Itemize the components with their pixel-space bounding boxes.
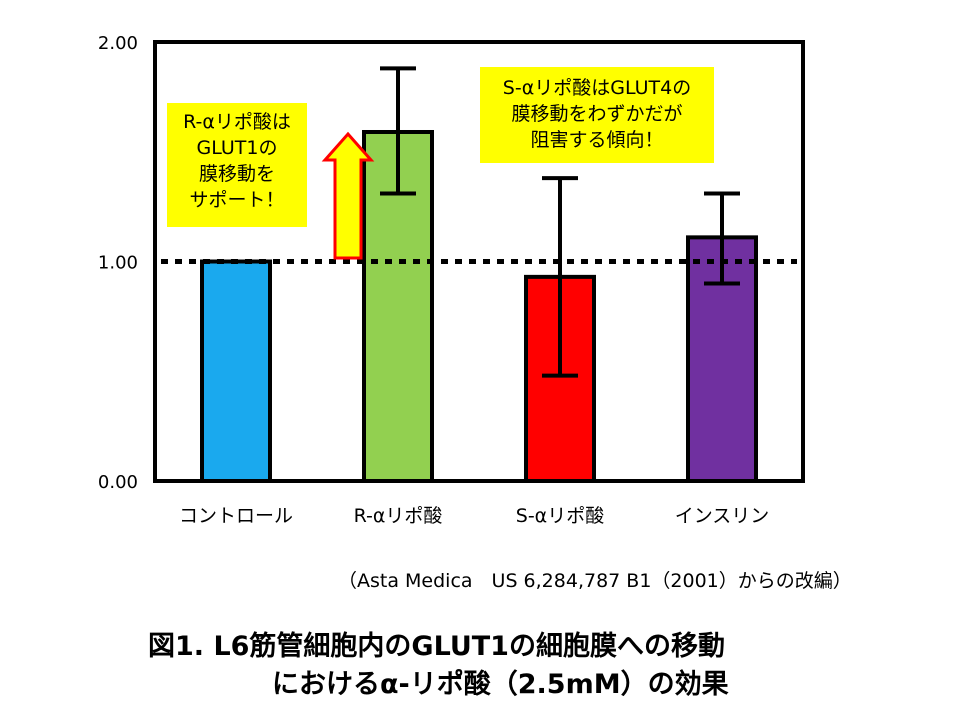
bar-0	[200, 259, 272, 483]
bar-3	[686, 235, 758, 483]
up-arrow-icon	[321, 131, 375, 260]
x-tick-label-1: R-αリポ酸	[354, 505, 443, 527]
figure-title-line1: 図1. L6筋管細胞内のGLUT1の細胞膜への移動	[148, 631, 725, 662]
figure-title-line2: におけるα-リポ酸（2.5mM）の効果	[272, 669, 729, 700]
r-alpha-annotation: R-αリポ酸は GLUT1の 膜移動を サポート！	[167, 103, 307, 227]
x-categories-layer: コントロール R-αリポ酸 S-αリポ酸 インスリン	[179, 505, 769, 527]
x-tick-label-3: インスリン	[675, 505, 770, 527]
s-alpha-annotation: S-αリポ酸はGLUT4の 膜移動をわずかだが 阻害する傾向！	[480, 67, 714, 163]
x-tick-label-2: S-αリポ酸	[516, 505, 604, 527]
error-bars-layer	[380, 66, 740, 378]
x-tick-label-0: コントロール	[179, 505, 293, 527]
source-citation: （Asta Medica US 6,284,787 B1（2001）からの改編）	[338, 570, 852, 592]
y-tick-label-0: 0.00	[98, 472, 138, 493]
y-tick-label-2: 2.00	[98, 33, 138, 54]
plot-frame	[153, 40, 805, 483]
y-ticks-layer: 0.00 1.00 2.00	[98, 33, 138, 493]
y-tick-label-1: 1.00	[98, 253, 138, 274]
